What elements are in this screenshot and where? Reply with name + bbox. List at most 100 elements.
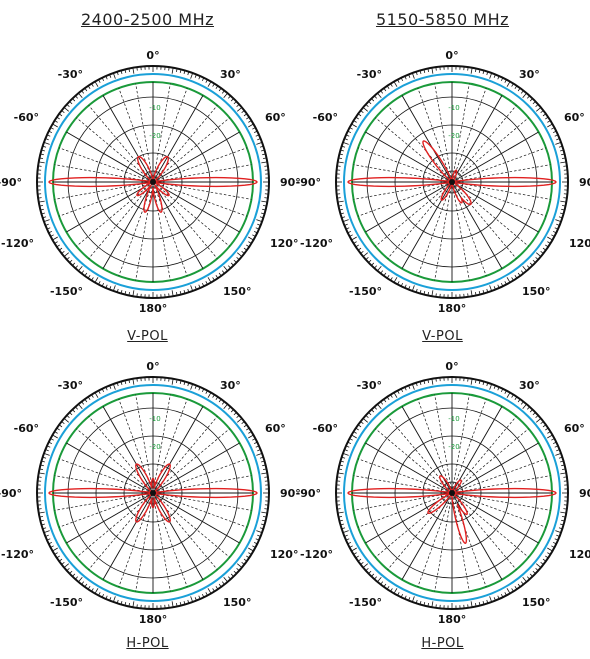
rim-tick bbox=[78, 577, 83, 583]
grid-spoke-dashed bbox=[451, 475, 551, 494]
grid-spoke-dashed bbox=[88, 105, 154, 183]
polar-plot-2: -10 -20 0° 30° 60° 90° 120° 150° 180° -150° -120° -… bbox=[296, 49, 590, 315]
outer-ring bbox=[335, 376, 569, 610]
rim-tick bbox=[63, 107, 69, 112]
radial-level-label: -20 bbox=[448, 132, 459, 140]
rim-tick bbox=[362, 418, 368, 423]
grid-spoke bbox=[66, 492, 154, 544]
grid-spoke-dashed bbox=[451, 492, 551, 511]
column-title-2400: 2400-2500 MHz bbox=[80, 10, 215, 29]
radial-level-label: -10 bbox=[149, 104, 160, 112]
rim-tick bbox=[560, 161, 567, 164]
rim-tick bbox=[94, 277, 99, 283]
rim-tick bbox=[337, 161, 344, 164]
rim-tick bbox=[78, 266, 83, 272]
angle-label: -90° bbox=[296, 176, 321, 189]
rim-tick bbox=[223, 577, 228, 583]
grid-spoke-dashed bbox=[88, 181, 154, 259]
grid-spoke-dashed bbox=[387, 105, 453, 183]
grid-spoke bbox=[451, 181, 539, 233]
rim-tick bbox=[337, 472, 344, 475]
rim-tick bbox=[52, 434, 58, 439]
grid-spoke bbox=[451, 442, 539, 494]
grid-spoke-dashed bbox=[88, 416, 154, 494]
grid-spoke-dashed bbox=[451, 105, 517, 183]
angle-label: 90° bbox=[579, 487, 590, 500]
rim-tick bbox=[362, 107, 368, 112]
outer-ring bbox=[335, 65, 569, 299]
angle-label: -30° bbox=[58, 379, 83, 392]
angle-label: 180° bbox=[139, 302, 167, 315]
grid-spoke-dashed bbox=[434, 492, 453, 592]
rim-tick bbox=[377, 266, 382, 272]
rim-tick bbox=[393, 588, 398, 594]
center-dot bbox=[150, 179, 156, 185]
rim-tick bbox=[536, 418, 542, 423]
grid-spoke-dashed bbox=[451, 164, 551, 183]
rim-tick bbox=[377, 92, 382, 98]
rim-tick bbox=[52, 123, 58, 128]
rim-tick bbox=[207, 392, 212, 398]
rim-tick bbox=[506, 81, 511, 87]
rim-tick bbox=[393, 81, 398, 87]
rim-tick bbox=[470, 67, 473, 74]
grid-spoke-dashed bbox=[58, 492, 154, 528]
angle-label: 120° bbox=[569, 237, 590, 250]
rim-tick bbox=[431, 378, 434, 385]
grid-spoke bbox=[451, 492, 503, 580]
rim-tick bbox=[171, 378, 174, 385]
rim-tick bbox=[112, 383, 116, 390]
grid-spoke-dashed bbox=[451, 181, 487, 277]
grid-spoke-dashed bbox=[152, 164, 252, 183]
angle-label: -60° bbox=[313, 111, 338, 124]
rim-tick bbox=[132, 378, 135, 385]
angle-label: -60° bbox=[14, 111, 39, 124]
angle-label: -120° bbox=[300, 237, 333, 250]
grid-spoke bbox=[102, 95, 154, 183]
grid-spoke-dashed bbox=[88, 492, 154, 570]
rim-tick bbox=[351, 547, 357, 552]
rim-tick bbox=[547, 547, 553, 552]
rim-tick bbox=[256, 530, 263, 534]
angle-label: -150° bbox=[349, 285, 382, 298]
rim-tick bbox=[431, 290, 434, 297]
grid-spoke-dashed bbox=[152, 147, 248, 183]
grid-spoke bbox=[401, 181, 453, 269]
grid-spoke-dashed bbox=[152, 492, 252, 511]
rim-tick bbox=[342, 141, 349, 145]
grid-spoke bbox=[152, 492, 240, 544]
grid-spoke-dashed bbox=[152, 105, 218, 183]
rim-tick bbox=[337, 511, 344, 514]
reference-ring-blue bbox=[44, 73, 262, 291]
grid-spoke-dashed bbox=[152, 492, 248, 528]
rim-tick bbox=[52, 236, 58, 241]
rim-tick bbox=[362, 563, 368, 568]
angle-label: 150° bbox=[522, 285, 550, 298]
grid-spoke-dashed bbox=[451, 458, 547, 494]
grid-spoke bbox=[152, 181, 204, 269]
grid-spoke bbox=[365, 181, 453, 233]
grid-spoke-dashed bbox=[152, 398, 188, 494]
grid-spoke-dashed bbox=[434, 394, 453, 494]
rim-tick bbox=[207, 81, 212, 87]
rim-tick bbox=[63, 418, 69, 423]
grid-spoke bbox=[152, 95, 204, 183]
rim-tick bbox=[377, 577, 382, 583]
grid-spoke bbox=[451, 406, 503, 494]
rim-tick bbox=[132, 67, 135, 74]
grid-spoke-dashed bbox=[76, 117, 154, 183]
rim-tick bbox=[560, 511, 567, 514]
rim-tick bbox=[78, 403, 83, 409]
outer-ring bbox=[36, 65, 270, 299]
rim-tick bbox=[377, 403, 382, 409]
grid-spoke-dashed bbox=[451, 147, 547, 183]
grid-spoke-dashed bbox=[58, 147, 154, 183]
radial-level-label: -10 bbox=[149, 415, 160, 423]
angle-label: 90° bbox=[280, 176, 301, 189]
column-title-5150: 5150-5850 MHz bbox=[375, 10, 510, 29]
rim-tick bbox=[190, 383, 194, 390]
angle-label: 150° bbox=[522, 596, 550, 609]
grid-spoke-dashed bbox=[375, 492, 453, 558]
angle-label: -60° bbox=[14, 422, 39, 435]
rim-tick bbox=[261, 472, 268, 475]
